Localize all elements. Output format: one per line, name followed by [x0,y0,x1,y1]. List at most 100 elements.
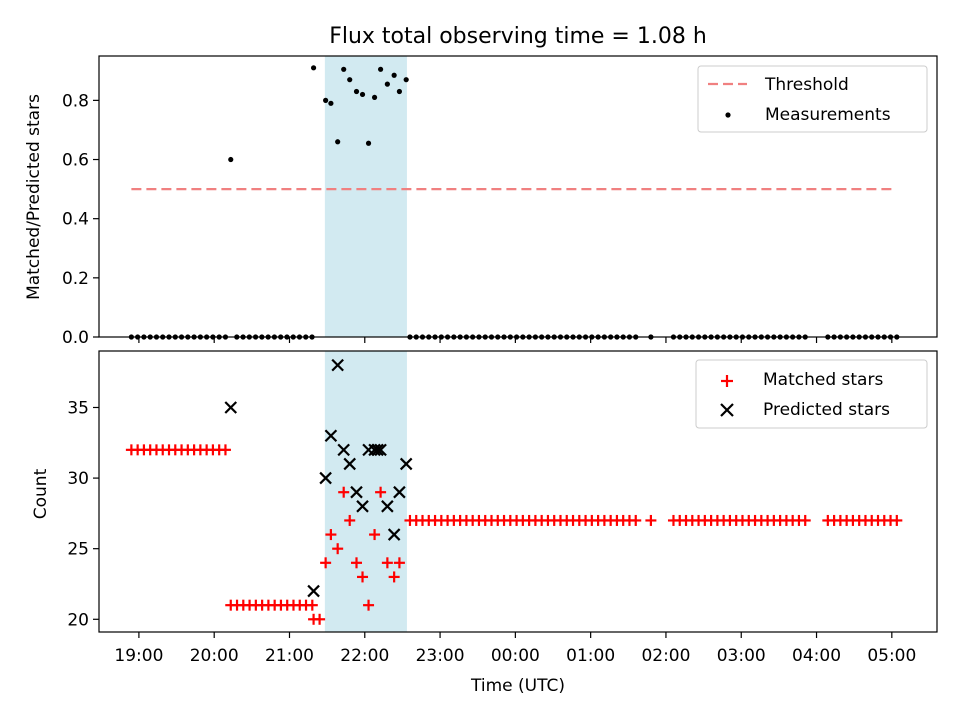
measurement-point [396,88,403,95]
bottom-legend-box [695,359,928,429]
matched-star-point [799,514,811,526]
predicted-star-point [331,358,344,372]
matched-star-point [388,571,400,583]
matched-star-point [306,599,318,611]
top-y-tick-label: 0.6 [62,151,89,171]
top-x-ticks [138,337,893,343]
measurement-point [384,81,390,87]
matched-star-point [320,557,332,569]
predicted-star-point [399,457,413,471]
top-shaded-interval [324,56,407,337]
predicted-star-point [350,485,363,499]
measurement-point [403,77,409,83]
bottom-y-ticks: 20 25 30 35 [67,398,99,630]
bottom-y-tick-label: 25 [67,540,89,560]
top-panel: 0.00.20.40.60.8 Matched/Predicted stars … [24,55,938,348]
legend-matched-swatch [721,375,733,387]
predicted-star-point [337,443,350,457]
bottom-y-axis-label: Count [31,468,51,519]
top-axes-frame [98,55,938,338]
legend-predicted-swatch [720,403,734,417]
measurement-point [391,72,397,78]
x-axis-label: Time (UTC) [470,676,565,696]
legend-measurements-label: Measurements [765,105,891,125]
measurement-point [228,156,234,163]
x-tick-label: 21:00 [265,646,314,666]
measurement-point [347,77,353,83]
matched-star-point [314,613,326,625]
x-tick-label: 03:00 [717,646,766,666]
bottom-y-tick-label: 30 [67,469,89,489]
top-y-tick-label: 0.4 [62,210,89,230]
matched-star-point [325,529,337,541]
top-y-tick-label: 0.2 [62,269,89,289]
predicted-star-point [319,471,332,485]
matched-star-point [363,599,375,611]
bottom-legend: Matched stars Predicted stars [695,359,928,429]
measurement-points [128,65,900,340]
x-tick-label: 19:00 [114,646,163,666]
x-tick-label: 04:00 [792,646,841,666]
top-y-tick-label: 0.8 [62,91,89,111]
measurement-point [335,139,341,145]
bottom-y-tick-label: 35 [67,398,89,418]
matched-star-point [350,557,362,569]
matched-stars-points [125,444,903,625]
measurement-point [365,140,372,146]
x-tick-label: 00:00 [491,646,540,666]
bottom-shaded-interval [324,351,407,632]
top-y-tick-label: 0.0 [62,328,89,348]
legend-matched-label: Matched stars [763,370,883,390]
measurement-point [341,66,347,72]
matched-star-point [891,514,903,526]
matched-star-point [381,557,393,569]
x-tick-label: 05:00 [867,646,916,666]
matched-star-point [369,529,381,541]
measurement-point [323,97,329,103]
predicted-star-point [307,584,320,598]
x-tick-label: 23:00 [416,646,465,666]
matched-star-point [357,571,369,583]
measurement-point [310,65,317,71]
matched-star-point [219,444,231,456]
legend-measurements-swatch [725,112,731,118]
x-tick-label: 02:00 [641,646,690,666]
x-tick-label: 22:00 [340,646,389,666]
measurement-point [328,100,334,106]
top-y-ticks: 0.0 0.2 0.4 0.6 0.8 [62,91,99,348]
top-legend: Threshold Measurements [697,65,928,133]
measurement-point [377,66,384,72]
matched-star-point [332,543,344,555]
predicted-star-point [343,457,357,471]
bottom-x-ticks: 19:00 20:00 21:00 22:00 23:00 00:00 01:00 02:00… [114,632,916,666]
predicted-star-point [224,401,238,414]
predicted-star-point [393,485,406,499]
measurement-point [353,88,360,95]
predicted-star-point [374,443,387,457]
matched-star-point [375,486,387,498]
matched-star-point [630,514,642,526]
matched-star-point [645,514,657,526]
bottom-panel: 20 25 30 35 19:00 20:00 21:00 22:00 23:00 00:00 0… [31,350,938,696]
predicted-star-point [371,443,384,457]
predicted-star-point [387,528,401,541]
legend-threshold-label: Threshold [764,75,849,95]
predicted-star-point [324,429,338,443]
top-y-axis-label: Matched/Predicted stars [24,94,44,300]
measurement-point [371,94,378,101]
matched-star-point [344,514,356,526]
matched-star-point [338,486,350,498]
predicted-stars-points [224,358,413,598]
x-tick-label: 01:00 [566,646,615,666]
bottom-y-tick-label: 20 [67,610,89,630]
predicted-star-point [381,500,394,513]
x-tick-label: 20:00 [190,646,239,666]
matched-star-point [393,557,405,569]
top-legend-box [697,65,928,133]
predicted-star-point [356,500,369,513]
chart-title: Flux total observing time = 1.08 h [329,24,707,49]
legend-predicted-label: Predicted stars [763,400,890,420]
measurement-point [359,91,366,98]
bottom-axes-frame [98,350,938,633]
